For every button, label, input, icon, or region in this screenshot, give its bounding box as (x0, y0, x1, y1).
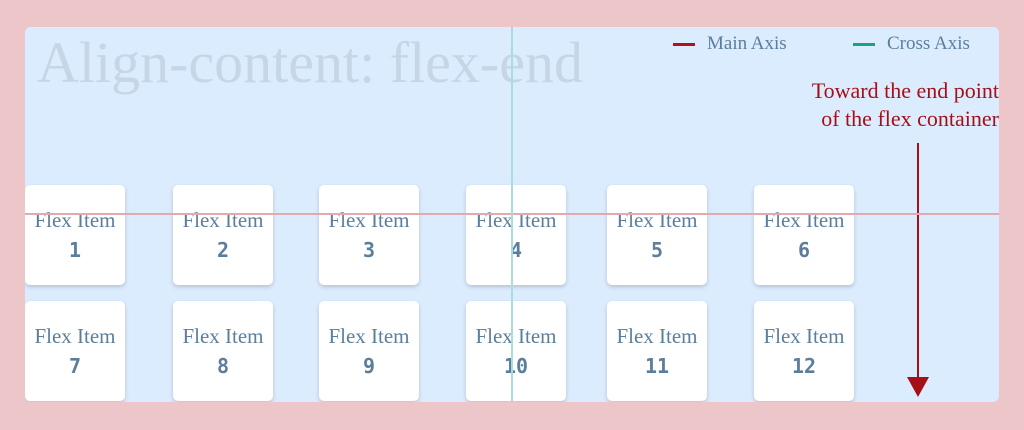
flex-item: Flex Item 12 (754, 301, 854, 401)
arrow-down-icon (907, 377, 929, 397)
flex-item-label: Flex Item (182, 208, 264, 232)
flex-item: Flex Item 10 (466, 301, 566, 401)
flex-item-number: 11 (644, 354, 670, 378)
legend-main-axis: Main Axis (673, 33, 787, 55)
diagram-title: Align-content: flex-end (37, 30, 583, 95)
flex-item-number: 12 (791, 354, 817, 378)
flex-item-label: Flex Item (616, 208, 698, 232)
flex-item-label: Flex Item (328, 208, 410, 232)
flex-item-label: Flex Item (182, 324, 264, 348)
flex-item: Flex Item 6 (754, 185, 854, 285)
flex-item-number: 3 (362, 238, 376, 262)
flex-item-number: 6 (797, 238, 811, 262)
flex-item-number: 8 (216, 354, 230, 378)
flex-item-label: Flex Item (616, 324, 698, 348)
flex-item-label: Flex Item (34, 208, 116, 232)
flex-item-label: Flex Item (763, 324, 845, 348)
main-axis-legend-label: Main Axis (707, 33, 787, 54)
annotation-line-1: Toward the end point (811, 78, 999, 103)
flex-item: Flex Item 11 (607, 301, 707, 401)
flex-item-label: Flex Item (34, 324, 116, 348)
flex-item: Flex Item 2 (173, 185, 273, 285)
flex-item: Flex Item 9 (319, 301, 419, 401)
flex-item: Flex Item 1 (25, 185, 125, 285)
flex-item-number: 9 (362, 354, 376, 378)
main-axis-swatch (673, 42, 695, 46)
flex-item-label: Flex Item (475, 324, 557, 348)
flex-item-number: 5 (650, 238, 664, 262)
flex-container: Align-content: flex-end Main Axis Cross … (25, 27, 999, 402)
flex-item-label: Flex Item (475, 208, 557, 232)
cross-axis-line (511, 27, 513, 402)
flex-item-label: Flex Item (328, 324, 410, 348)
flex-item-label: Flex Item (763, 208, 845, 232)
cross-axis-swatch (853, 42, 875, 46)
flex-item-number: 1 (68, 238, 82, 262)
legend-cross-axis: Cross Axis (853, 33, 970, 55)
annotation-line-2: of the flex container (821, 106, 999, 131)
flex-item: Flex Item 8 (173, 301, 273, 401)
arrow-shaft (917, 143, 919, 378)
flex-item: Flex Item 5 (607, 185, 707, 285)
flex-item-number: 10 (503, 354, 529, 378)
flex-end-annotation: Toward the end point of the flex contain… (739, 77, 999, 133)
flex-item-number: 7 (68, 354, 82, 378)
cross-axis-legend-label: Cross Axis (887, 33, 970, 54)
flex-item: Flex Item 3 (319, 185, 419, 285)
flex-item-number: 2 (216, 238, 230, 262)
flex-item-number: 4 (509, 238, 523, 262)
flex-item: Flex Item 4 (466, 185, 566, 285)
flex-item: Flex Item 7 (25, 301, 125, 401)
